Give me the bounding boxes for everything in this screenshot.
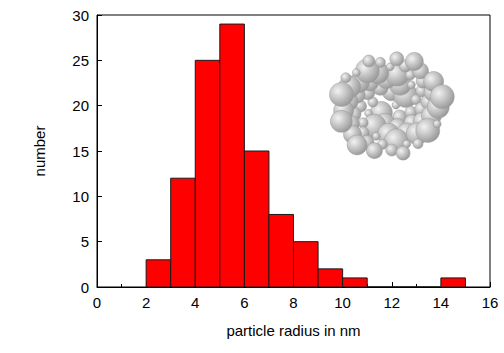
svg-text:4: 4 (191, 294, 199, 311)
svg-text:6: 6 (240, 294, 248, 311)
svg-text:16: 16 (482, 294, 499, 311)
svg-text:15: 15 (72, 143, 89, 160)
svg-text:0: 0 (93, 294, 101, 311)
svg-text:10: 10 (72, 188, 89, 205)
svg-text:8: 8 (289, 294, 297, 311)
svg-text:5: 5 (81, 233, 89, 250)
svg-text:12: 12 (383, 294, 400, 311)
svg-text:30: 30 (72, 7, 89, 24)
svg-text:20: 20 (72, 97, 89, 114)
svg-text:2: 2 (142, 294, 150, 311)
svg-text:0: 0 (81, 279, 89, 296)
svg-text:number: number (31, 126, 48, 177)
svg-text:14: 14 (433, 294, 450, 311)
svg-text:10: 10 (334, 294, 351, 311)
svg-text:particle radius in nm: particle radius in nm (226, 322, 360, 339)
svg-text:25: 25 (72, 52, 89, 69)
